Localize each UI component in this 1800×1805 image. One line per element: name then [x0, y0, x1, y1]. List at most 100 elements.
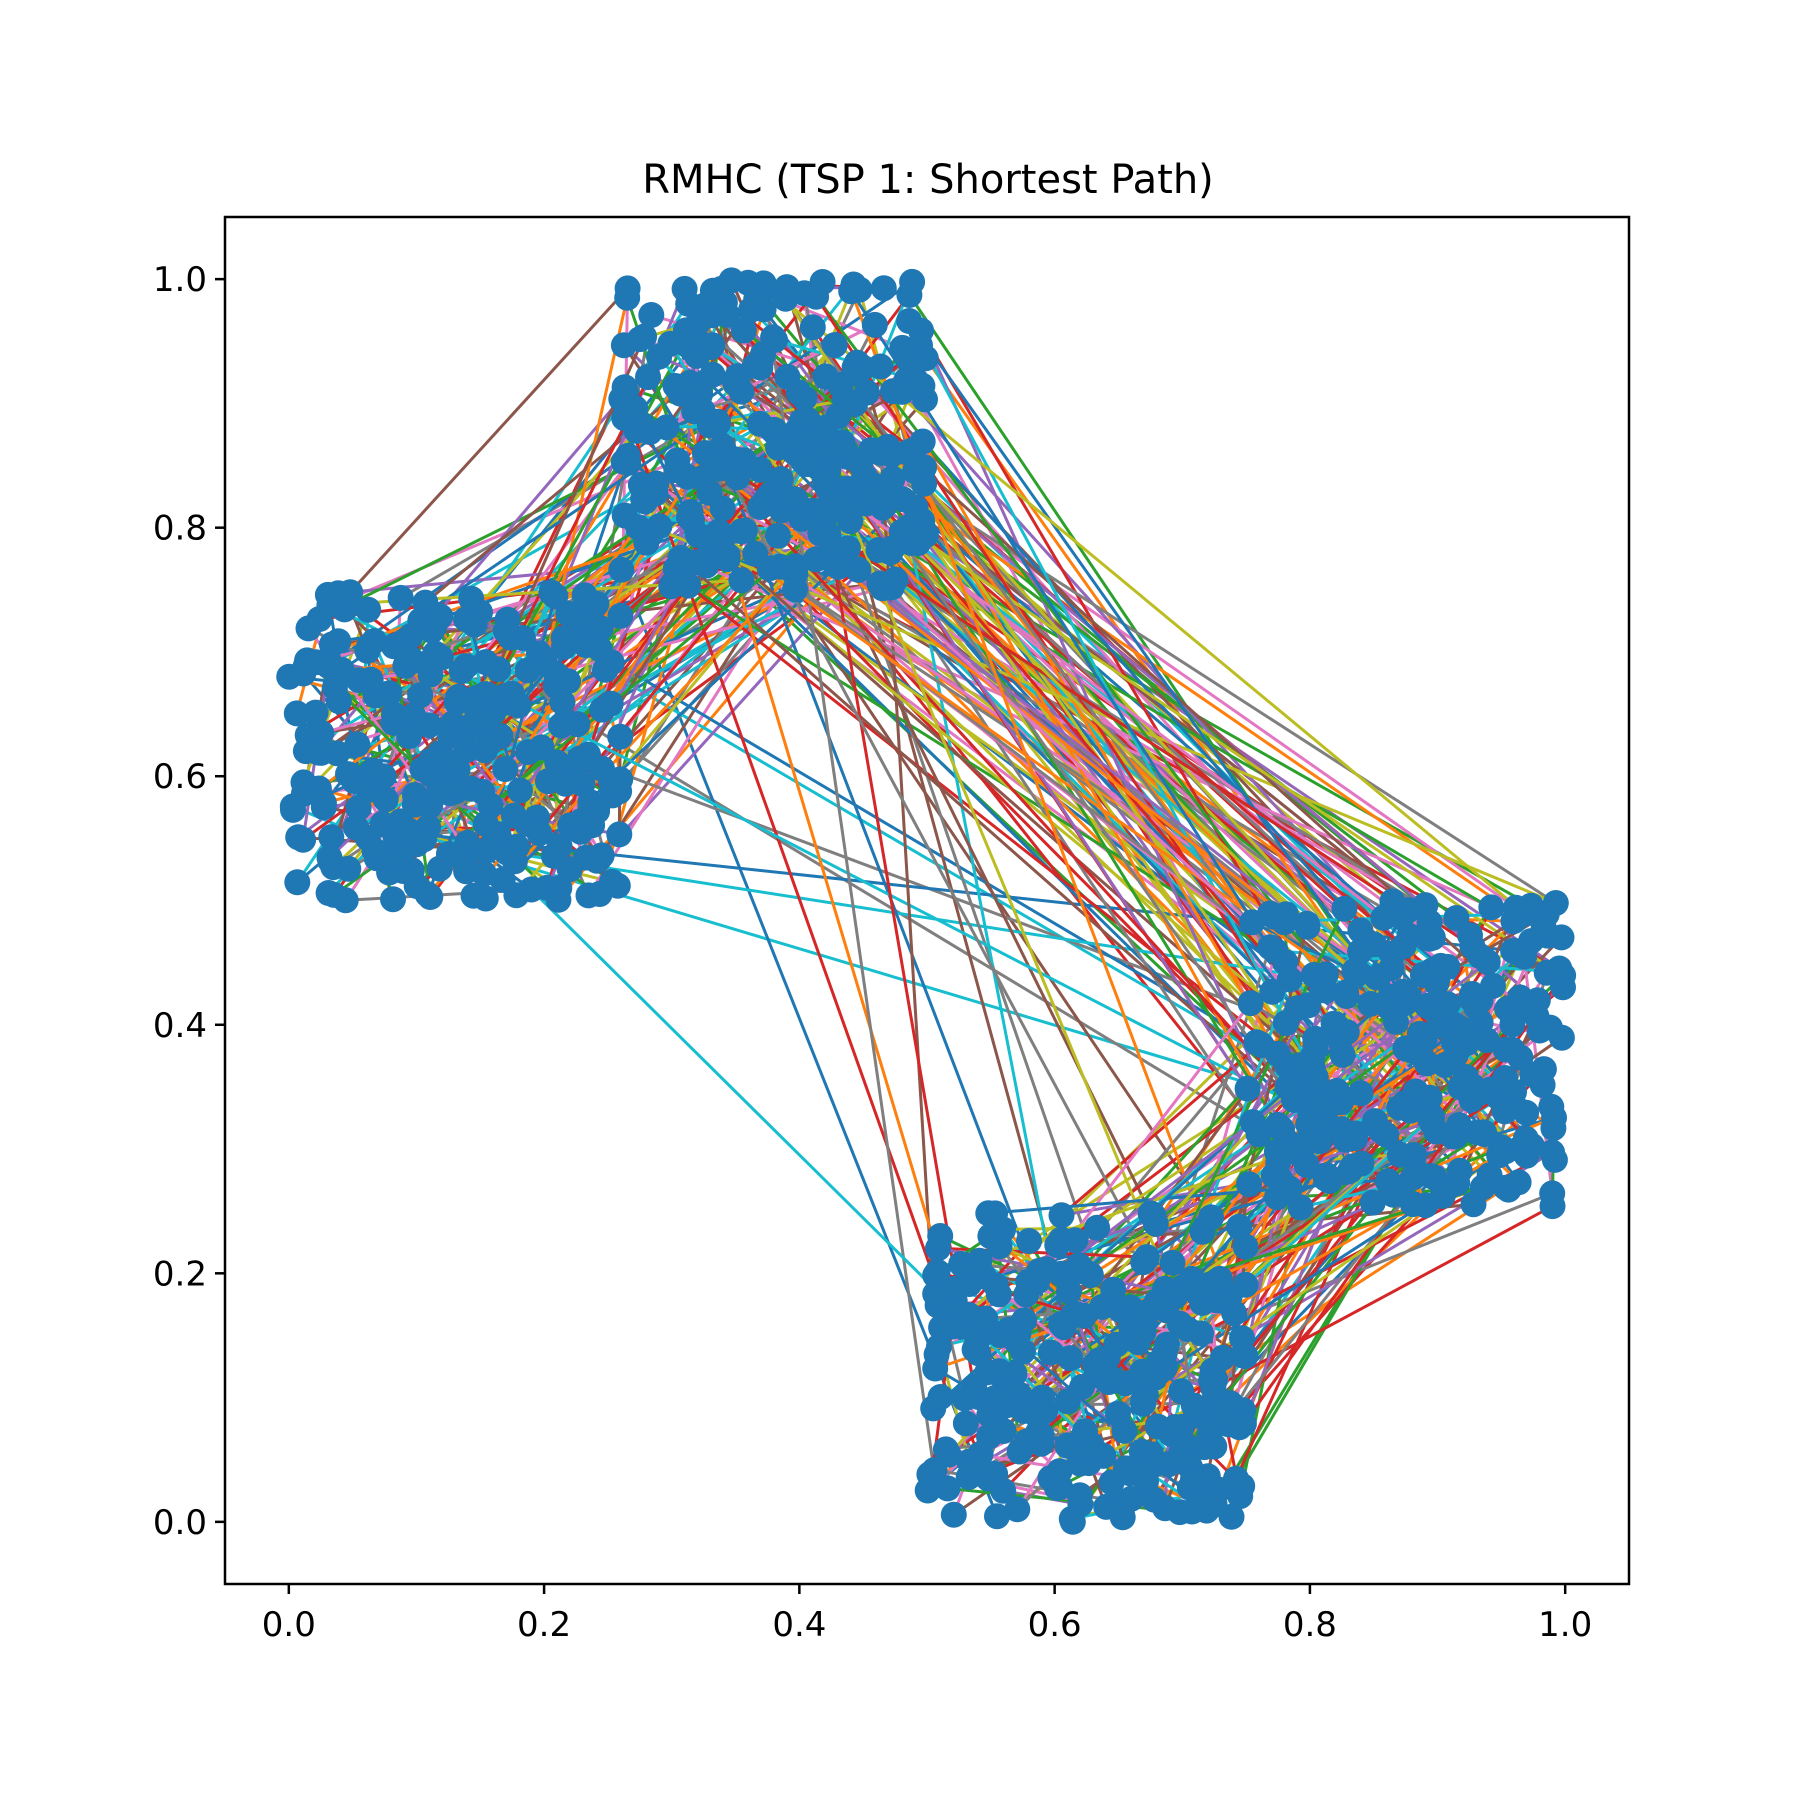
city-point [1443, 1041, 1469, 1067]
city-point [1130, 1391, 1156, 1417]
city-point [296, 615, 322, 641]
city-point [862, 312, 888, 338]
city-point [587, 636, 613, 662]
city-point [493, 618, 519, 644]
city-point [415, 881, 441, 907]
city-point [982, 1461, 1008, 1487]
city-point [541, 843, 567, 869]
city-point [982, 1200, 1008, 1226]
city-point [1135, 1299, 1161, 1325]
city-point [1277, 1176, 1303, 1202]
city-point [810, 269, 836, 295]
city-point [1025, 1419, 1051, 1445]
city-point [743, 286, 769, 312]
city-point [605, 873, 631, 899]
city-point [747, 457, 773, 483]
city-point [1200, 1375, 1226, 1401]
city-point [461, 691, 487, 717]
city-point [1016, 1228, 1042, 1254]
city-point [1047, 1474, 1073, 1500]
city-point [1013, 1282, 1039, 1308]
city-point [1334, 1019, 1360, 1045]
city-point [1330, 1042, 1356, 1068]
city-point [1057, 1345, 1083, 1371]
city-point [1420, 925, 1446, 951]
city-point [344, 731, 370, 757]
city-point [388, 842, 414, 868]
city-point [1506, 1169, 1532, 1195]
city-point [800, 314, 826, 340]
city-point [1049, 1202, 1075, 1228]
city-point [808, 500, 834, 526]
city-point [1294, 1128, 1320, 1154]
city-point [1435, 954, 1461, 980]
city-point [358, 667, 384, 693]
city-point [953, 1410, 979, 1436]
city-point [922, 1281, 948, 1307]
city-point [952, 1386, 978, 1412]
city-point [1264, 1139, 1290, 1165]
x-tick-label: 0.4 [772, 1605, 826, 1645]
city-point [545, 887, 571, 913]
city-point [326, 688, 352, 714]
city-point [579, 812, 605, 838]
city-point [607, 603, 633, 629]
city-point [1004, 1328, 1030, 1354]
city-point [440, 710, 466, 736]
city-point [1143, 1211, 1169, 1237]
city-point [822, 332, 848, 358]
city-point [899, 269, 925, 295]
city-point [991, 1418, 1017, 1444]
city-point [858, 437, 884, 463]
city-point [1313, 978, 1339, 1004]
city-point [1178, 1273, 1204, 1299]
city-point [681, 398, 707, 424]
city-point [1091, 1443, 1117, 1469]
city-point [1543, 959, 1569, 985]
city-point [658, 573, 684, 599]
city-point [1133, 1469, 1159, 1495]
city-point [1412, 892, 1438, 918]
city-point [789, 429, 815, 455]
city-point [867, 354, 893, 380]
city-point [317, 845, 343, 871]
city-point [672, 330, 698, 356]
city-point [782, 576, 808, 602]
city-point [515, 739, 541, 765]
city-point [428, 645, 454, 671]
city-point [315, 582, 341, 608]
city-point [984, 1503, 1010, 1529]
city-point [341, 768, 367, 794]
city-point [1007, 1439, 1033, 1465]
city-point [879, 535, 905, 561]
city-point [1435, 991, 1461, 1017]
city-point [1423, 1119, 1449, 1145]
city-point [284, 869, 310, 895]
city-point [1447, 1015, 1473, 1041]
city-point [1273, 1010, 1299, 1036]
city-point [663, 457, 689, 483]
city-point [354, 638, 380, 664]
city-point [1223, 1466, 1249, 1492]
city-point [630, 413, 656, 439]
city-point [1056, 1278, 1082, 1304]
city-point [913, 522, 939, 548]
chart-title: RMHC (TSP 1: Shortest Path) [642, 157, 1214, 203]
city-point [795, 407, 821, 433]
city-point [1060, 1509, 1086, 1535]
city-point [396, 723, 422, 749]
city-point [1520, 1062, 1546, 1088]
city-point [290, 827, 316, 853]
city-point [708, 276, 734, 302]
city-point [427, 856, 453, 882]
city-point [1463, 994, 1489, 1020]
x-tick-label: 1.0 [1538, 1605, 1592, 1645]
city-point [505, 693, 531, 719]
city-point [1257, 934, 1283, 960]
city-point [1348, 1080, 1374, 1106]
city-point [361, 838, 387, 864]
city-point [515, 657, 541, 683]
city-point [467, 599, 493, 625]
city-point [728, 518, 754, 544]
city-point [1538, 1094, 1564, 1120]
